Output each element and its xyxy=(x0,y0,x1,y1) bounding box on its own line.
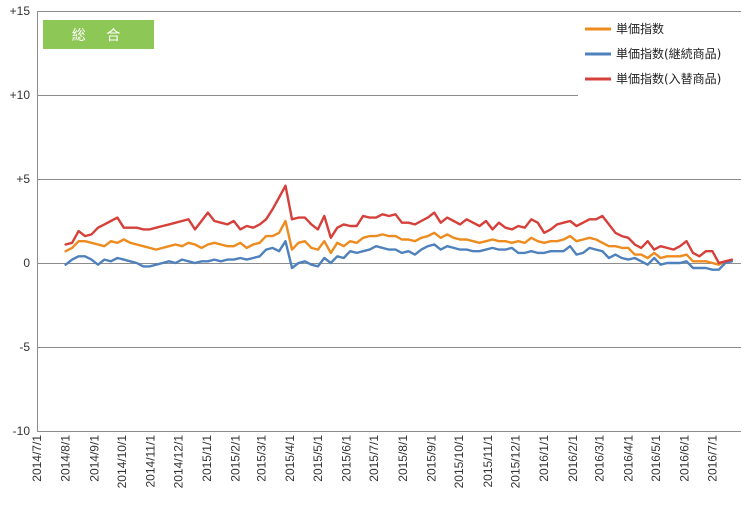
x-tick-label: 2015/7/1 xyxy=(367,435,381,482)
x-tick-label: 2015/11/1 xyxy=(481,435,495,488)
x-tick: 2016/2/1 xyxy=(566,435,580,482)
x-tick-label: 2015/4/1 xyxy=(283,435,297,482)
x-tick: 2016/6/1 xyxy=(678,435,692,482)
x-tick-label: 2015/2/1 xyxy=(229,435,243,482)
x-tick-label: 2016/7/1 xyxy=(705,435,719,482)
x-tick: 2016/5/1 xyxy=(649,435,663,482)
series-lines xyxy=(64,184,733,271)
x-tick: 2016/3/1 xyxy=(593,435,607,482)
x-tick-label: 2015/3/1 xyxy=(255,435,269,482)
x-tick-label: 2016/4/1 xyxy=(621,435,635,482)
x-tick: 2016/4/1 xyxy=(621,435,635,482)
x-tick-label: 2015/8/1 xyxy=(396,435,410,482)
chart-title: 総 合 xyxy=(72,28,128,44)
x-tick-label: 2014/10/1 xyxy=(115,435,129,489)
x-tick: 2014/10/1 xyxy=(115,435,129,489)
x-tick: 2015/8/1 xyxy=(396,435,410,482)
x-tick: 2014/12/1 xyxy=(171,435,185,489)
x-tick: 2015/1/1 xyxy=(200,435,214,482)
y-tick-label: +15 xyxy=(10,4,31,18)
y-tick-label: +5 xyxy=(16,172,30,186)
x-tick-label: 2016/6/1 xyxy=(678,435,692,482)
series-line xyxy=(64,239,733,271)
x-axis: 2014/7/1 2014/8/1 2014/9/1 2014/10/1 2014/11… xyxy=(30,435,719,489)
x-tick-label: 2014/7/1 xyxy=(30,435,44,482)
x-tick: 2015/12/1 xyxy=(509,435,523,489)
x-tick: 2014/11/1 xyxy=(144,435,158,488)
series-line xyxy=(64,184,733,265)
x-tick: 2014/9/1 xyxy=(87,435,101,482)
x-tick-label: 2015/10/1 xyxy=(452,435,466,489)
x-tick-label: 2014/9/1 xyxy=(87,435,101,482)
x-tick-label: 2015/5/1 xyxy=(311,435,325,482)
series-line xyxy=(64,219,733,266)
x-tick: 2015/4/1 xyxy=(283,435,297,482)
x-tick-label: 2016/3/1 xyxy=(593,435,607,482)
x-tick-label: 2014/11/1 xyxy=(144,435,158,488)
x-tick: 2015/10/1 xyxy=(452,435,466,489)
y-tick-label: +10 xyxy=(10,88,31,102)
x-tick: 2015/3/1 xyxy=(255,435,269,482)
chart-title-badge: 総 合 xyxy=(43,20,154,49)
x-tick: 2016/1/1 xyxy=(537,435,551,482)
x-tick-label: 2015/9/1 xyxy=(424,435,438,482)
x-tick: 2015/9/1 xyxy=(424,435,438,482)
x-tick: 2014/8/1 xyxy=(59,435,73,482)
x-tick: 2015/7/1 xyxy=(367,435,381,482)
y-tick-label: -10 xyxy=(13,424,31,438)
x-tick-label: 2015/1/1 xyxy=(200,435,214,482)
legend-label: 単価指数 xyxy=(616,21,664,36)
y-tick-label: 0 xyxy=(23,256,30,270)
y-tick-label: -5 xyxy=(19,340,30,354)
title-badge-background xyxy=(43,20,154,49)
x-tick-label: 2015/12/1 xyxy=(509,435,523,489)
y-axis: +15 +10 +5 0 -5 -10 xyxy=(10,4,31,438)
x-tick-label: 2016/1/1 xyxy=(537,435,551,482)
x-tick: 2015/6/1 xyxy=(340,435,354,482)
legend-label: 単価指数(継続商品) xyxy=(616,46,721,61)
x-tick: 2014/7/1 xyxy=(30,435,44,482)
x-tick: 2015/11/1 xyxy=(481,435,495,488)
x-tick: 2016/7/1 xyxy=(705,435,719,482)
x-tick: 2015/2/1 xyxy=(229,435,243,482)
legend-label: 単価指数(入替商品) xyxy=(616,71,721,86)
x-tick-label: 2014/12/1 xyxy=(171,435,185,489)
grid-lines xyxy=(37,11,741,432)
x-tick-label: 2014/8/1 xyxy=(59,435,73,482)
x-tick-label: 2016/2/1 xyxy=(566,435,580,482)
x-tick-label: 2015/6/1 xyxy=(340,435,354,482)
x-tick-label: 2016/5/1 xyxy=(649,435,663,482)
x-tick: 2015/5/1 xyxy=(311,435,325,482)
